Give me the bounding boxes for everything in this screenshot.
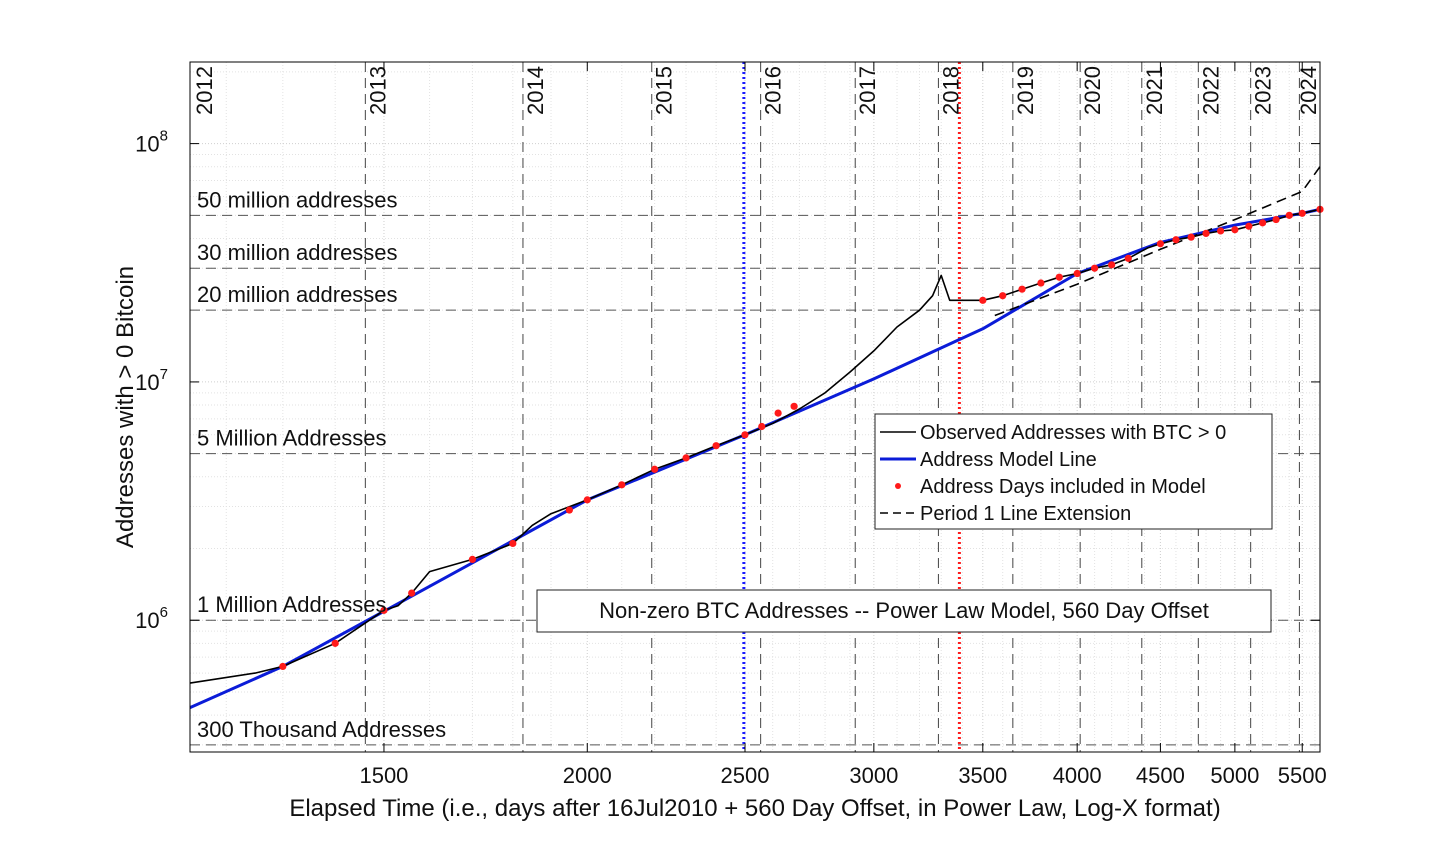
model-day-point [380,606,388,614]
model-day-point [583,496,591,504]
model-day-point [279,662,287,671]
legend-label: Address Model Line [920,449,1097,471]
model-day-point [1073,269,1081,278]
year-label: 2012 [192,66,217,115]
model-day-point [651,465,659,473]
x-tick-label: 2000 [563,763,612,788]
x-tick-label: 1500 [359,763,408,788]
model-day-point [1272,215,1280,224]
year-label: 2013 [365,66,390,115]
legend-item: Address Model Line [880,449,1097,471]
model-day-point [618,481,626,489]
model-day-point [1108,261,1116,269]
year-label: 2022 [1198,66,1223,115]
x-tick-label: 4000 [1053,763,1102,788]
legend-label: Observed Addresses with BTC > 0 [920,422,1226,444]
model-day-point [1231,226,1239,234]
y-ticks: 106 107 108 [135,128,1320,633]
year-label: 2018 [938,66,963,115]
x-tick-label: 5000 [1210,763,1259,788]
x-tick-label: 2500 [721,763,770,788]
model-day-point [1037,279,1045,287]
vertical-markers [742,62,961,752]
series-period-1-extension [994,166,1321,317]
year-label: 2014 [523,66,548,115]
y-tick-label: 106 [135,604,168,633]
model-day-point [1018,285,1026,293]
legend-swatch [895,483,901,489]
model-day-point [758,422,766,431]
chart-title: Non-zero BTC Addresses -- Power Law Mode… [599,598,1209,623]
model-day-point [331,639,339,647]
model-day-point [1285,211,1293,219]
model-day-point [1245,222,1253,230]
series-layer [189,166,1324,709]
legend: Observed Addresses with BTC > 0 Address M… [874,413,1273,530]
year-label: 2017 [855,66,880,115]
legend-item: Period 1 Line Extension [880,503,1131,525]
model-day-point [1055,273,1063,281]
y-axis-label: Addresses with > 0 Bitcoin [112,266,139,548]
model-day-point [1202,229,1210,237]
model-day-point [712,442,720,450]
reference-label: 5 Million Addresses [197,426,387,451]
model-day-point [468,555,477,564]
model-day-point [1258,219,1267,227]
year-label: 2019 [1013,66,1038,115]
series-address-days-points [279,205,1324,671]
reference-label: 30 million addresses [197,240,398,265]
x-tick-label: 3000 [849,763,898,788]
year-label: 2020 [1080,66,1105,115]
model-day-point [999,292,1007,300]
x-tick-label: 5500 [1278,763,1327,788]
x-tick-label: 3500 [958,763,1007,788]
year-marker-lines [364,62,1300,752]
legend-label: Address Days included in Model [920,476,1206,498]
reference-label: 1 Million Addresses [197,592,387,617]
model-day-point [509,539,517,548]
model-day-point [565,506,573,514]
legend-label: Period 1 Line Extension [920,503,1131,525]
x-tick-label: 4500 [1136,763,1185,788]
legend-item: Observed Addresses with BTC > 0 [880,422,1226,444]
model-day-point [979,296,987,304]
year-labels: 2012 2013 2014 2015 2016 2017 2018 2019 2020 2021… [192,66,1321,115]
series-observed-addresses [189,208,1321,684]
model-day-point [682,454,690,462]
series-address-model-line [189,207,1321,709]
reference-label: 20 million addresses [197,282,398,307]
legend-item: Address Days included in Model [895,476,1206,498]
model-day-point [1216,227,1225,235]
model-day-point [408,589,416,597]
title-box: Non-zero BTC Addresses -- Power Law Mode… [536,589,1272,633]
x-axis-label: Elapsed Time (i.e., days after 16Jul2010… [289,795,1220,822]
year-label: 2016 [761,66,786,115]
model-day-point [1091,264,1099,272]
year-label: 2024 [1296,66,1321,115]
model-day-point [1298,209,1306,217]
model-day-point [774,409,782,417]
reference-label: 50 million addresses [197,187,398,212]
x-ticks: 1500 2000 2500 3000 3500 4000 4500 5000 5500 [359,62,1327,788]
reference-labels: 50 million addresses 30 million addresses… [197,187,446,742]
model-day-point [741,431,749,439]
y-tick-label: 108 [135,128,168,157]
model-day-point [790,402,798,410]
model-day-point [1156,240,1165,248]
year-label: 2021 [1142,66,1167,115]
y-tick-label: 107 [135,366,168,395]
model-day-point [1124,254,1132,262]
reference-label: 300 Thousand Addresses [197,717,446,742]
axes-box [189,61,1321,753]
year-label: 2015 [652,66,677,115]
model-day-point [1187,233,1195,241]
year-label: 2023 [1251,66,1276,115]
model-day-point [1172,236,1180,244]
